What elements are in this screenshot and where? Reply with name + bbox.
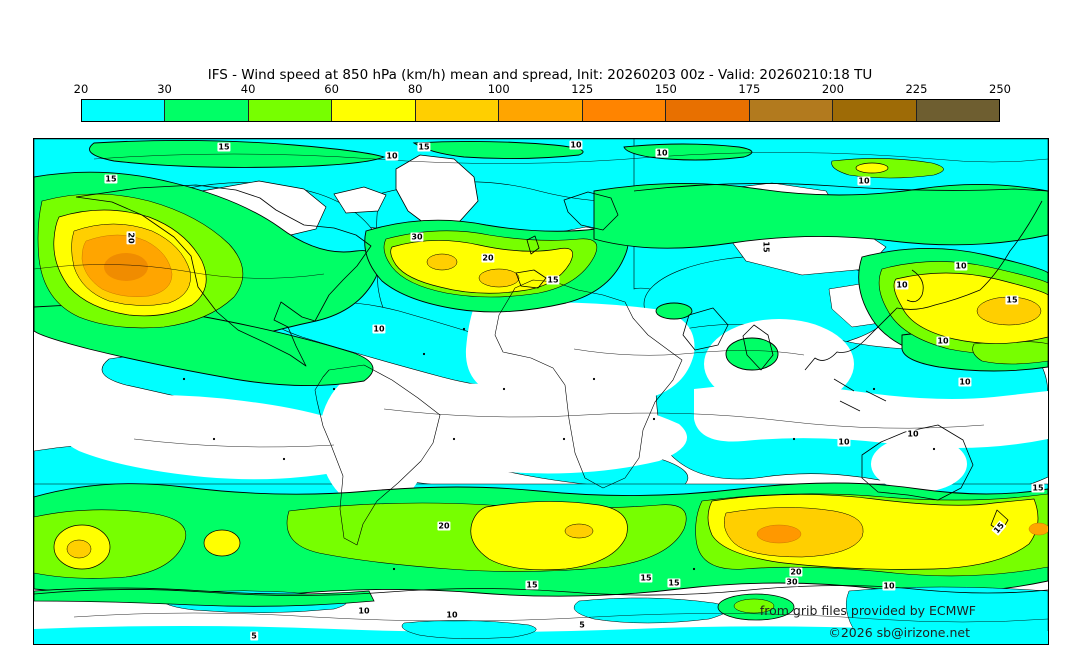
- map-region: [652, 417, 656, 421]
- map-region: [392, 567, 396, 571]
- colorbar-segment: [833, 100, 917, 121]
- map-region: [855, 162, 889, 174]
- colorbar-tick-label: 150: [654, 82, 677, 96]
- map-region: [383, 408, 985, 429]
- colorbar-segment: [582, 100, 667, 121]
- map-svg: [34, 139, 1048, 644]
- colorbar-tick-label: 20: [73, 82, 89, 96]
- colorbar-tick-label: 60: [324, 82, 339, 96]
- colorbar-segment: [82, 100, 166, 121]
- map-region: [465, 302, 695, 404]
- map-region: [75, 184, 372, 367]
- attribution-ecmwf: from grib files provided by ECMWF: [759, 603, 976, 618]
- map-region: [56, 395, 375, 480]
- coastline-layer: [34, 183, 1048, 596]
- contour-line-layer: [34, 152, 1048, 623]
- map-region: [470, 501, 628, 571]
- map-region: [593, 183, 1048, 249]
- speck-layer: [182, 327, 936, 571]
- map-region: [203, 529, 241, 557]
- colorbar-tick-label: 40: [240, 82, 256, 96]
- map-region: [34, 585, 1048, 596]
- map-region: [655, 302, 693, 320]
- map-region: [319, 369, 429, 509]
- world-wind-map: 15 15 20 15 10 10 10 10 30 20 15 15 10 10 15 10 10 10 10 10…: [33, 138, 1049, 645]
- map-region: [573, 597, 728, 624]
- map-region: [133, 438, 335, 448]
- map-region: [932, 447, 936, 451]
- map-region: [893, 272, 1048, 344]
- map-region: [333, 186, 387, 214]
- map-region: [332, 387, 336, 391]
- map-region: [592, 377, 596, 381]
- map-region: [104, 253, 148, 281]
- colorbar-tick-label: 125: [571, 82, 594, 96]
- map-region: [833, 269, 924, 412]
- map-region: [34, 626, 1048, 644]
- map-region: [478, 268, 520, 288]
- map-region: [792, 437, 796, 441]
- colorbar-tick-label: 200: [821, 82, 844, 96]
- map-region: [704, 319, 854, 409]
- map-region: [412, 140, 584, 160]
- map-region: [494, 279, 683, 489]
- map-region: [395, 154, 479, 230]
- map-region: [452, 437, 456, 441]
- colorbar-tick-label: 100: [487, 82, 510, 96]
- map-region: [633, 183, 1048, 371]
- map-region: [401, 620, 537, 639]
- map-region: [972, 340, 1048, 365]
- map-region: [73, 612, 1048, 623]
- map-region: [756, 524, 802, 544]
- attribution-copyright: ©2026 sb@irizone.net: [828, 625, 970, 640]
- colorbar-tick-label: 80: [407, 82, 423, 96]
- map-region: [34, 587, 375, 607]
- map-region: [725, 337, 779, 371]
- colorbar-segment: [499, 100, 583, 121]
- colorbar-tick-label: 175: [738, 82, 761, 96]
- chart-title: IFS - Wind speed at 850 hPa (km/h) mean …: [207, 67, 873, 83]
- map-region: [368, 383, 688, 474]
- map-region: [426, 253, 458, 271]
- map-region: [282, 457, 286, 461]
- map-region: [93, 152, 1048, 164]
- map-region: [564, 523, 594, 539]
- colorbar-segment: [248, 100, 333, 121]
- colorbar-tick-row: 20 30 40 60 80 100 125 150 175 200 225 250: [74, 82, 1011, 97]
- map-region: [573, 348, 805, 356]
- map-region: [314, 364, 441, 546]
- map-region: [871, 436, 967, 492]
- map-region: [1028, 522, 1048, 536]
- map-region: [692, 567, 696, 571]
- map-region: [976, 296, 1042, 326]
- colorbar-tick-label: 250: [989, 82, 1011, 96]
- map-region: [872, 387, 876, 391]
- map-region: [66, 539, 92, 559]
- map-region: [682, 307, 774, 371]
- map-region: [182, 377, 186, 381]
- map-region: [515, 191, 619, 289]
- colorbar-segment: [415, 100, 500, 121]
- map-region: [733, 598, 775, 614]
- colorbar-segment: [916, 100, 999, 121]
- colorbar-tick-label: 30: [157, 82, 172, 96]
- colorbar-segment: [749, 100, 834, 121]
- colorbar-segment: [666, 100, 750, 121]
- orange-fill-layer: [81, 234, 1048, 544]
- colorbar-segment: [165, 100, 249, 121]
- map-region: [422, 352, 426, 356]
- colorbar-tick-label: 225: [905, 82, 928, 96]
- map-region: [502, 387, 506, 391]
- colorbar-segment: [332, 100, 416, 121]
- colorbar: [81, 99, 1000, 122]
- map-region: [462, 327, 466, 331]
- map-region: [562, 437, 566, 441]
- map-region: [212, 437, 216, 441]
- map-region: [34, 264, 325, 279]
